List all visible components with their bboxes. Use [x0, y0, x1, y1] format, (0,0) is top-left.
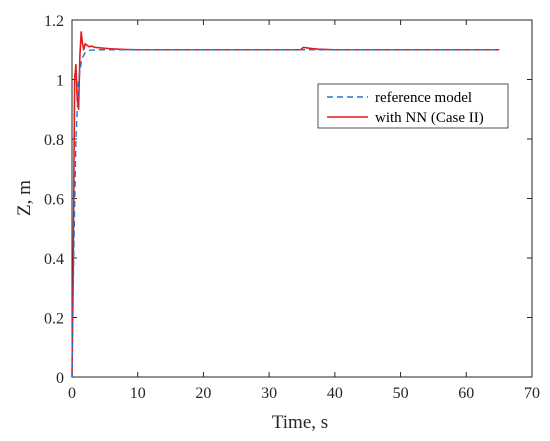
x-tick-label: 50	[393, 385, 409, 402]
x-axis-label: Time, s	[272, 412, 328, 433]
x-tick-label: 70	[524, 385, 540, 402]
y-tick-label: 0.6	[44, 192, 64, 209]
x-tick-label: 30	[261, 385, 277, 402]
y-tick-label: 0.2	[44, 311, 64, 328]
x-tick-label: 40	[327, 385, 343, 402]
y-tick-label: 0.8	[44, 132, 64, 149]
series-layer	[71, 31, 500, 378]
x-tick-label: 10	[130, 385, 146, 402]
legend-box	[317, 83, 509, 129]
legend-label-with-nn: with NN (Case II)	[375, 110, 484, 126]
y-tick-label: 0	[56, 370, 64, 387]
x-tick-label: 20	[195, 385, 211, 402]
y-tick-label: 0.4	[44, 251, 64, 268]
y-tick-label: 1.2	[44, 13, 64, 30]
y-axis-label: Z, m	[14, 180, 35, 216]
x-tick-label: 0	[68, 385, 76, 402]
legend: reference model with NN (Case II)	[317, 83, 509, 129]
series-line-reference-model	[71, 49, 500, 378]
legend-label-reference-model: reference model	[375, 90, 472, 106]
plot-area	[71, 19, 533, 378]
axis-ticks: 0 10 20 30 40 50 60 70 0 0.2 0.4 0.6 0.8 1 1.2	[44, 13, 540, 402]
y-tick-label: 1	[56, 73, 64, 90]
x-tick-label: 60	[458, 385, 474, 402]
